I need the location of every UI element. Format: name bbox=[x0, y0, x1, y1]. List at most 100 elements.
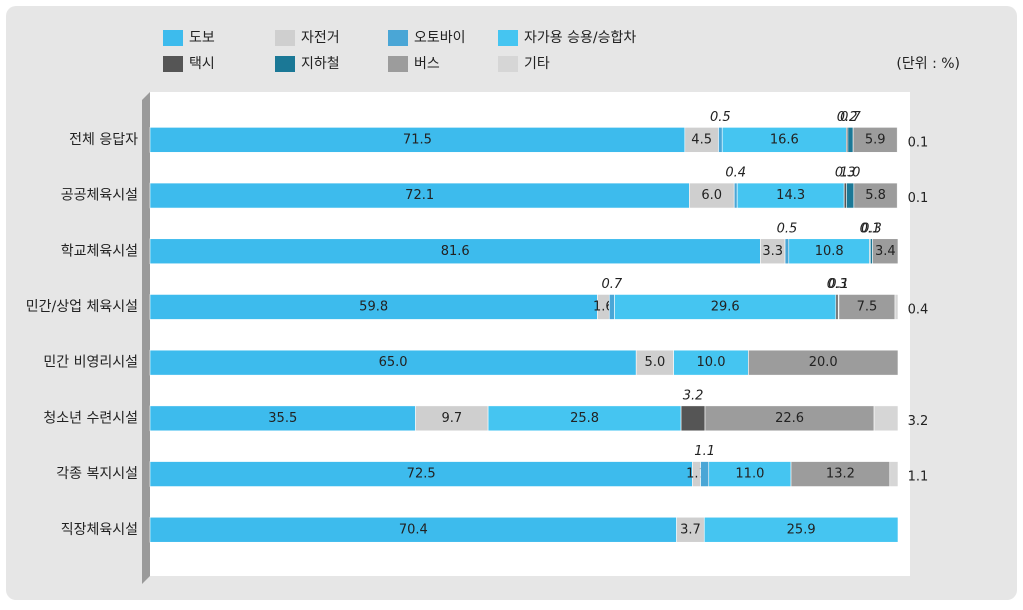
value-label: 0.1 bbox=[828, 277, 849, 292]
legend-label: 도보 bbox=[189, 30, 215, 46]
legend-label: 오토바이 bbox=[414, 30, 466, 46]
bar-segment bbox=[784, 238, 790, 265]
category-label: 민간/상업 체육시설 bbox=[26, 299, 138, 315]
value-label: 10.8 bbox=[815, 244, 844, 259]
category-label: 전체 응답자 bbox=[69, 132, 138, 148]
bar-segment bbox=[635, 349, 674, 376]
bar-segment bbox=[608, 294, 615, 320]
value-label: 0.3 bbox=[861, 221, 882, 236]
value-label: 0.1 bbox=[908, 135, 929, 150]
bar-segment bbox=[736, 182, 845, 209]
value-label: 1.0 bbox=[840, 166, 861, 181]
value-label: 65.0 bbox=[379, 355, 408, 370]
bar-segment bbox=[487, 405, 682, 432]
bar-segment bbox=[873, 405, 899, 432]
bar-segment bbox=[149, 349, 637, 376]
bar-segment bbox=[718, 127, 723, 153]
value-label: 3.7 bbox=[680, 522, 701, 537]
category-label: 학교체육시설 bbox=[61, 243, 138, 259]
bar-segment bbox=[684, 127, 719, 153]
bar-segment bbox=[708, 461, 792, 487]
value-label: 13.2 bbox=[826, 467, 855, 482]
legend-swatch bbox=[275, 30, 295, 46]
bar-segment bbox=[847, 127, 854, 153]
value-label: 5.8 bbox=[865, 188, 886, 203]
bar-segment bbox=[704, 405, 875, 432]
bar-segment bbox=[788, 238, 870, 265]
value-label: 70.4 bbox=[399, 522, 428, 537]
value-label: 14.3 bbox=[776, 188, 805, 203]
value-label: 20.0 bbox=[809, 355, 838, 370]
value-label: 72.1 bbox=[405, 188, 434, 203]
value-label: 3.4 bbox=[875, 244, 896, 259]
value-label: 1.1 bbox=[908, 470, 929, 485]
legend-label: 버스 bbox=[414, 56, 440, 72]
legend-swatch bbox=[163, 56, 183, 72]
legend-swatch bbox=[388, 30, 408, 46]
bar-segment bbox=[680, 405, 706, 432]
value-label: 59.8 bbox=[359, 299, 388, 314]
category-label: 직장체육시설 bbox=[61, 522, 138, 538]
value-label: 6.0 bbox=[701, 188, 722, 203]
bar-segment bbox=[614, 294, 837, 320]
category-label: 청소년 수련시설 bbox=[43, 410, 138, 426]
value-label: 0.7 bbox=[602, 277, 623, 292]
value-label: 0.3 bbox=[827, 277, 848, 292]
bar-segment bbox=[790, 461, 891, 487]
bar-segment bbox=[703, 516, 899, 543]
value-label: 25.9 bbox=[787, 522, 816, 537]
plot-area bbox=[150, 92, 910, 576]
bar-segment bbox=[415, 405, 489, 432]
value-label: 0.5 bbox=[777, 221, 798, 236]
value-label: 3.3 bbox=[762, 244, 783, 259]
bar-segment bbox=[149, 294, 598, 320]
legend-label: 자가용 승용/승합차 bbox=[524, 30, 636, 46]
bar-segment bbox=[149, 516, 677, 543]
value-label: 25.8 bbox=[570, 411, 599, 426]
value-label: 5.9 bbox=[865, 132, 886, 147]
legend-swatch bbox=[498, 30, 518, 46]
category-label: 각종 복지시설 bbox=[56, 466, 138, 482]
bar-segment bbox=[838, 294, 896, 320]
legend-swatch bbox=[275, 56, 295, 72]
value-label: 22.6 bbox=[775, 411, 804, 426]
value-label: 5.0 bbox=[645, 355, 666, 370]
bar-segment bbox=[853, 182, 898, 209]
bar-segment bbox=[673, 349, 749, 376]
value-label: 16.6 bbox=[770, 132, 799, 147]
unit-label: (단위 : %) bbox=[896, 56, 960, 72]
legend-swatch bbox=[388, 56, 408, 72]
category-label: 공공체육시설 bbox=[61, 188, 138, 204]
bar-segment bbox=[870, 238, 873, 265]
value-label: 7.5 bbox=[857, 299, 878, 314]
value-label: 0.7 bbox=[840, 110, 861, 125]
bar-segment bbox=[149, 461, 693, 487]
value-label: 4.5 bbox=[691, 132, 712, 147]
bar-segment bbox=[748, 349, 899, 376]
bar-segment bbox=[896, 182, 899, 209]
bar-segment bbox=[889, 461, 899, 487]
value-label: 0.4 bbox=[725, 166, 746, 181]
bar-segment bbox=[894, 294, 899, 320]
value-label: 0.5 bbox=[710, 110, 731, 125]
bar-segment bbox=[700, 461, 710, 487]
value-label: 35.5 bbox=[268, 411, 297, 426]
value-label: 0.2 bbox=[837, 110, 858, 125]
value-label: 0.3 bbox=[835, 166, 856, 181]
value-label: 3.2 bbox=[908, 414, 929, 429]
value-label: 0.4 bbox=[908, 302, 929, 317]
value-label: 0.1 bbox=[860, 221, 881, 236]
bar-segment bbox=[760, 238, 786, 265]
bar-segment bbox=[149, 405, 416, 432]
legend-label: 자전거 bbox=[301, 30, 340, 46]
bar-segment bbox=[149, 182, 690, 209]
value-label: 81.6 bbox=[441, 244, 470, 259]
value-label: 1.1 bbox=[694, 444, 715, 459]
bar-segment bbox=[835, 294, 839, 320]
value-label: 9.7 bbox=[441, 411, 462, 426]
value-label: 11.0 bbox=[735, 467, 764, 482]
bar-segment bbox=[872, 238, 899, 265]
category-label: 민간 비영리시설 bbox=[43, 355, 138, 371]
value-label: 1.6 bbox=[593, 299, 614, 314]
